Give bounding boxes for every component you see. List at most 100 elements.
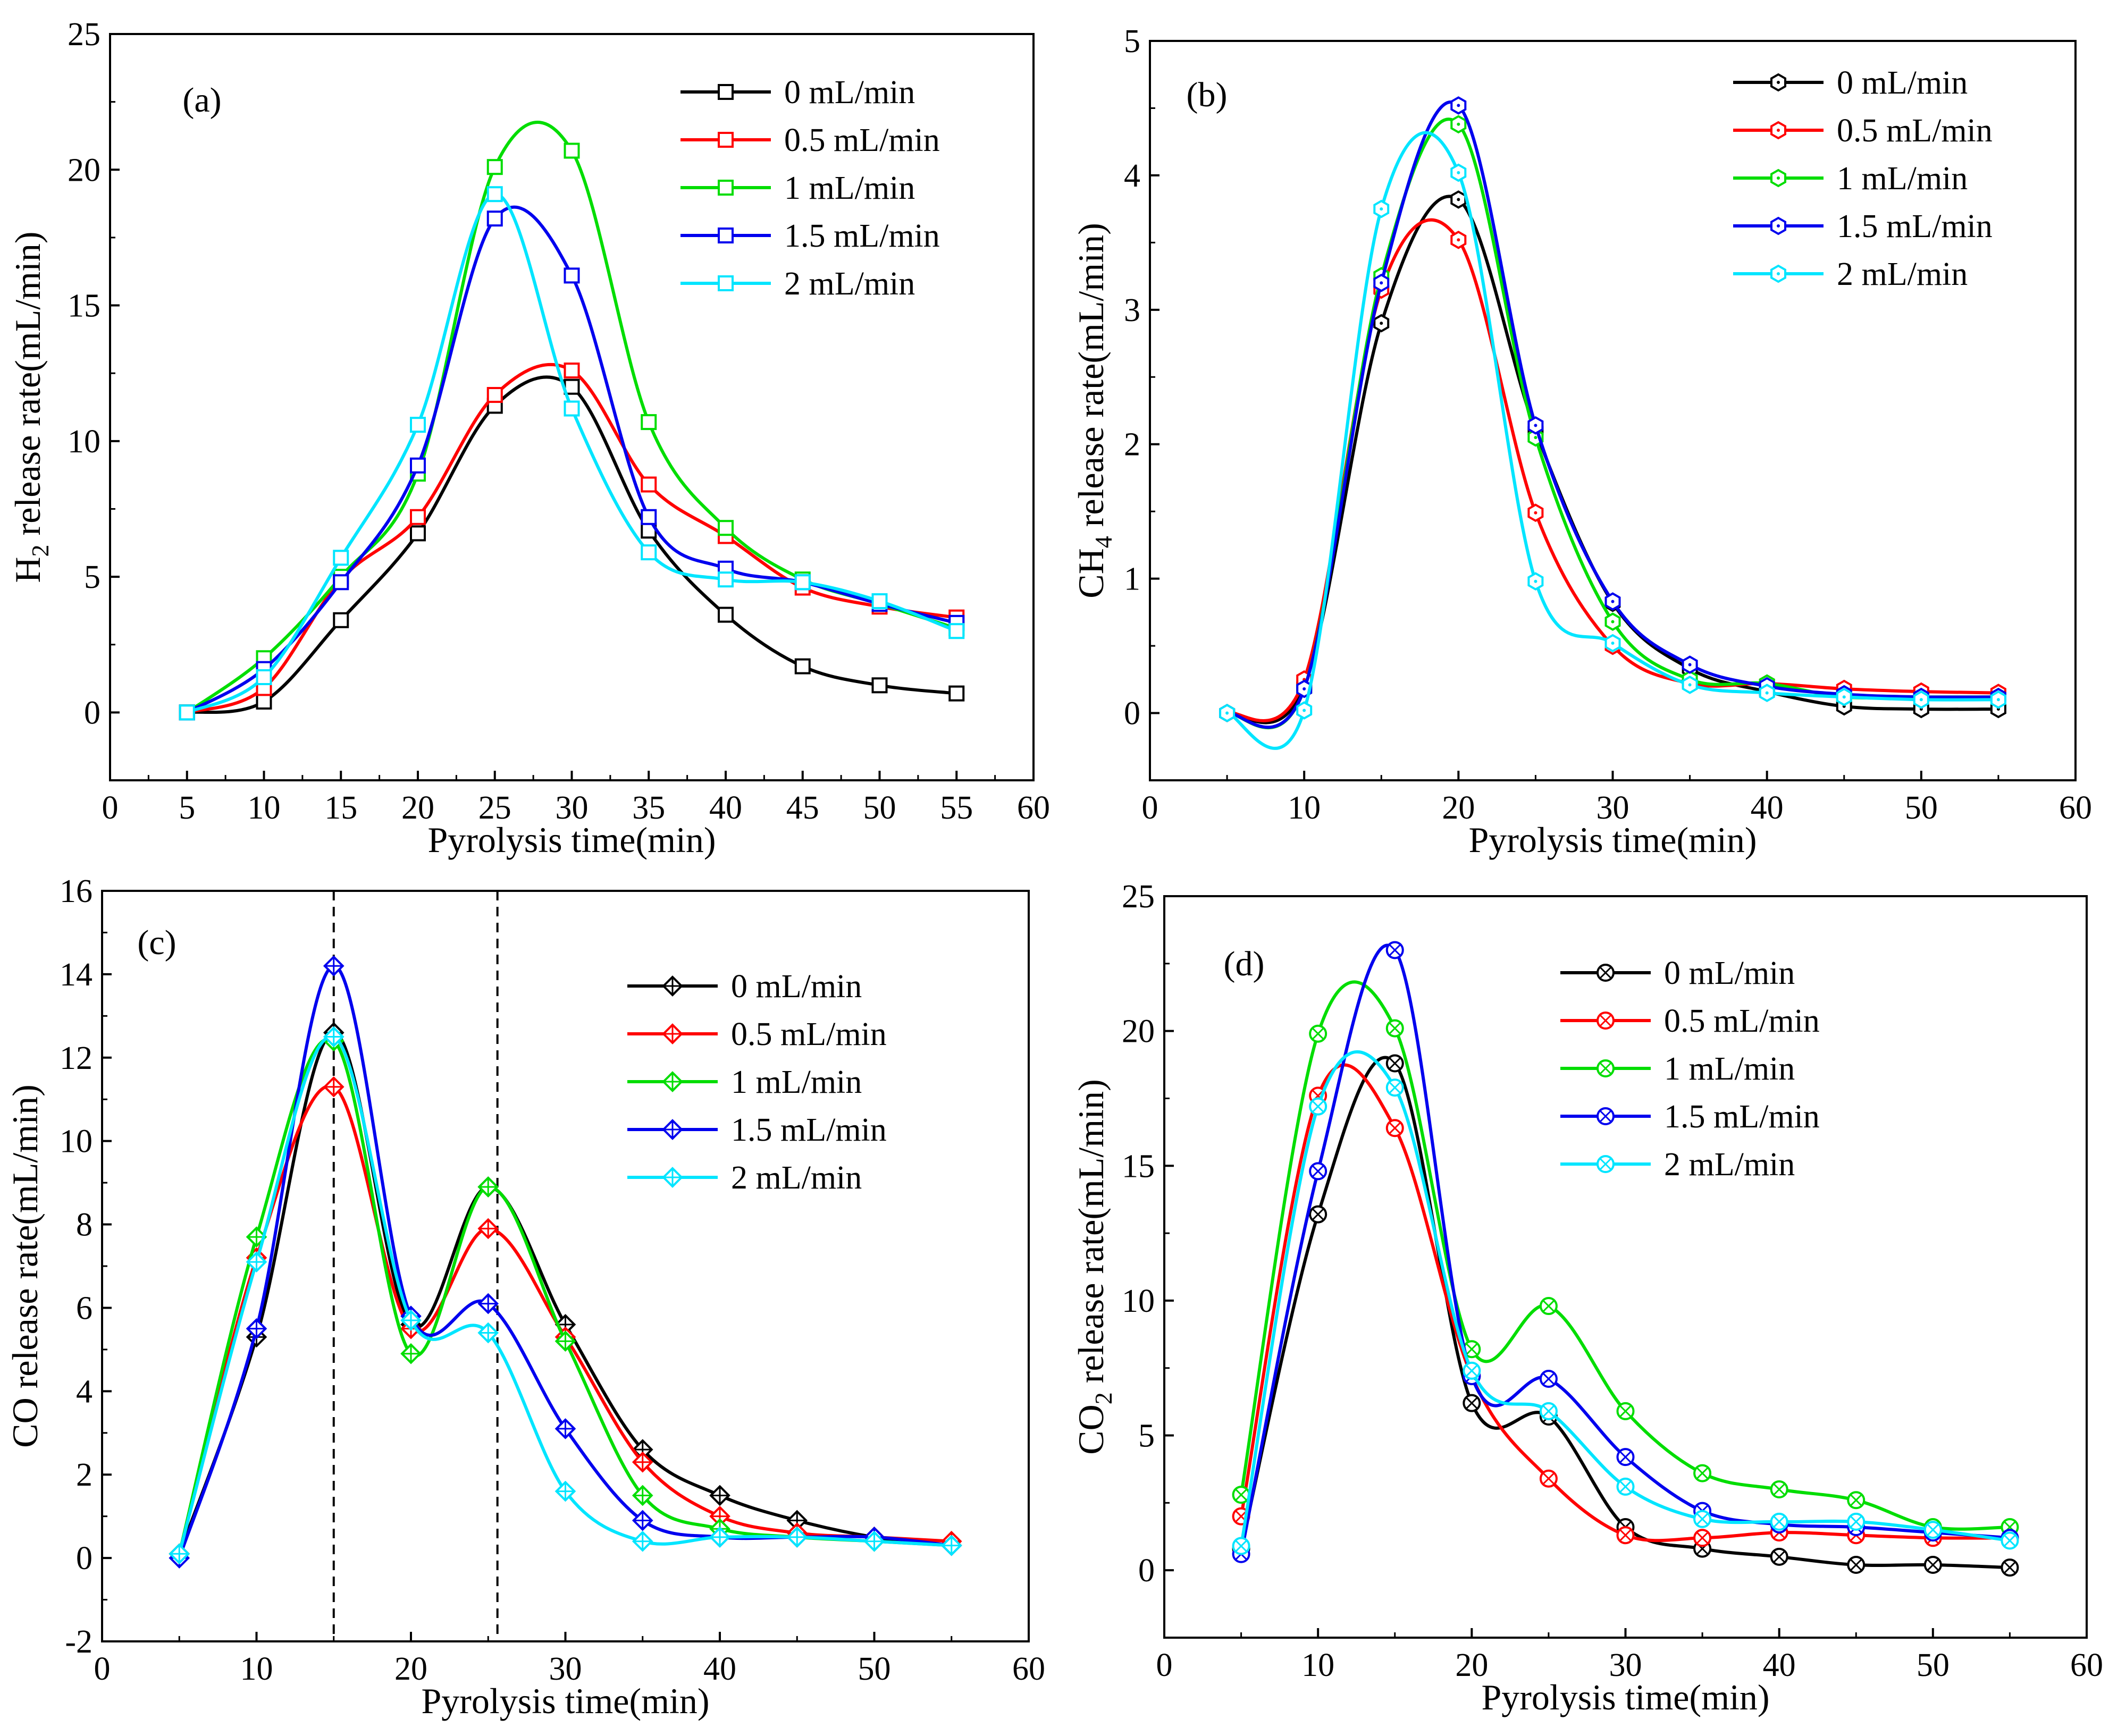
- data-point: [1923, 1521, 1942, 1539]
- data-point: [333, 550, 349, 566]
- y-tick-label: 12: [60, 1040, 93, 1076]
- data-point: [1682, 655, 1698, 674]
- x-tick-label: 10: [248, 790, 281, 826]
- data-point: [410, 457, 426, 474]
- y-tick-label: 0: [76, 1540, 93, 1577]
- data-point: [1373, 273, 1390, 292]
- panel-letter: (c): [137, 923, 176, 962]
- data-point: [1539, 1297, 1558, 1316]
- legend-label: 0.5 mL/min: [731, 1016, 887, 1052]
- data-point: [410, 417, 426, 433]
- x-tick-label: 50: [1917, 1647, 1950, 1683]
- y-axis-title: CO release rate(mL/min): [5, 1084, 45, 1448]
- y-tick-label: 0: [84, 695, 100, 731]
- data-point: [1450, 230, 1467, 249]
- y-tick-label: 2: [76, 1457, 93, 1493]
- y-tick-label: 15: [68, 288, 100, 324]
- data-point: [1990, 690, 2006, 709]
- panel-b: 0 10 20 30 40 50 60 0 1 2 3 4 5 Pyrolysis time(min) CH…: [1071, 23, 2092, 860]
- data-point: [1309, 1162, 1327, 1181]
- x-tick-label: 10: [1288, 790, 1321, 826]
- y-tick-label: 16: [60, 873, 93, 909]
- legend-marker: [662, 975, 683, 997]
- y-tick-label: 0: [1124, 696, 1140, 732]
- data-point: [1616, 1402, 1635, 1420]
- data-point: [632, 1510, 653, 1531]
- data-point: [256, 669, 272, 685]
- legend-label: 0.5 mL/min: [1837, 113, 1993, 149]
- data-point: [1693, 1464, 1712, 1482]
- x-tick-label: 40: [703, 1651, 736, 1687]
- x-axis-title: Pyrolysis time(min): [427, 820, 716, 860]
- legend-marker: [718, 84, 734, 100]
- x-tick-label: 30: [556, 790, 589, 826]
- y-tick-label: 5: [84, 559, 100, 595]
- y-tick-label: 5: [1124, 23, 1140, 60]
- x-tick-label: 20: [401, 790, 434, 826]
- x-axis-title: Pyrolysis time(min): [1481, 1677, 1769, 1717]
- x-tick-label: 25: [478, 790, 511, 826]
- data-point: [1847, 1491, 1866, 1510]
- data-point: [1527, 572, 1544, 591]
- data-point: [1693, 1510, 1712, 1528]
- data-point: [410, 509, 426, 525]
- data-point: [323, 1026, 345, 1048]
- data-point: [1770, 1547, 1788, 1566]
- data-point: [1385, 1019, 1404, 1038]
- x-axis-title: Pyrolysis time(min): [421, 1681, 709, 1721]
- x-tick-label: 0: [102, 790, 119, 826]
- y-tick-label: 20: [68, 152, 100, 188]
- y-tick-label: 5: [1138, 1418, 1155, 1454]
- y-tick-label: 0: [1138, 1553, 1155, 1589]
- data-point: [718, 571, 734, 588]
- legend-marker: [1597, 1155, 1615, 1173]
- series-line: [1239, 943, 2010, 1555]
- x-tick-label: 35: [632, 790, 665, 826]
- data-point: [1309, 1205, 1327, 1224]
- data-point: [1385, 1054, 1404, 1073]
- data-point: [948, 623, 965, 639]
- series-2-ml: [1219, 131, 2006, 750]
- data-point: [1616, 1448, 1635, 1467]
- legend-marker: [662, 1167, 683, 1188]
- data-point: [709, 1485, 730, 1506]
- data-point: [486, 210, 503, 227]
- data-point: [477, 1176, 499, 1198]
- data-point: [400, 1343, 422, 1364]
- series-2-ml: [1232, 1050, 2019, 1555]
- x-tick-label: 60: [1017, 790, 1050, 826]
- y-tick-label: 10: [68, 424, 100, 460]
- data-point: [333, 612, 349, 628]
- data-point: [641, 544, 657, 561]
- data-point: [486, 159, 503, 175]
- y-axis-title: CH4 release rate(mL/min): [1071, 223, 1117, 599]
- x-tick-label: 20: [1442, 790, 1475, 826]
- legend: 0 mL/min 0.5 mL/min 1 mL/min 1.5 mL/min 2 mL…: [680, 74, 940, 302]
- legend-label: 2 mL/min: [784, 266, 915, 302]
- legend-label: 1.5 mL/min: [784, 218, 940, 254]
- x-axis-title: Pyrolysis time(min): [1468, 820, 1757, 860]
- y-tick-label: 14: [60, 957, 93, 993]
- x-tick-label: 60: [2070, 1647, 2103, 1683]
- legend-label: 1.5 mL/min: [1664, 1099, 1820, 1135]
- data-point: [1836, 687, 1852, 706]
- data-point: [718, 606, 734, 623]
- data-point: [1309, 1097, 1327, 1116]
- panel-a: 0 5 10 15 20 25 30 35 40 45 50 55 600510152025Pyroly…: [7, 16, 1050, 860]
- data-point: [794, 658, 811, 675]
- x-tick-label: 40: [709, 790, 742, 826]
- y-tick-label: 10: [1122, 1283, 1155, 1319]
- series-0-ml: [179, 375, 965, 721]
- x-tick-label: 30: [1597, 790, 1629, 826]
- data-point: [1527, 416, 1544, 435]
- legend-marker: [1597, 964, 1615, 982]
- data-point: [179, 704, 195, 721]
- data-point: [1539, 1402, 1558, 1420]
- legend-marker: [1770, 216, 1786, 235]
- data-point: [641, 476, 657, 493]
- x-tick-label: 40: [1763, 1647, 1796, 1683]
- legend: 0 mL/min 0.5 mL/min 1 mL/min 1.5 mL/min 2 mL…: [1560, 955, 1820, 1183]
- data-point: [1373, 314, 1390, 333]
- data-point: [1616, 1477, 1635, 1496]
